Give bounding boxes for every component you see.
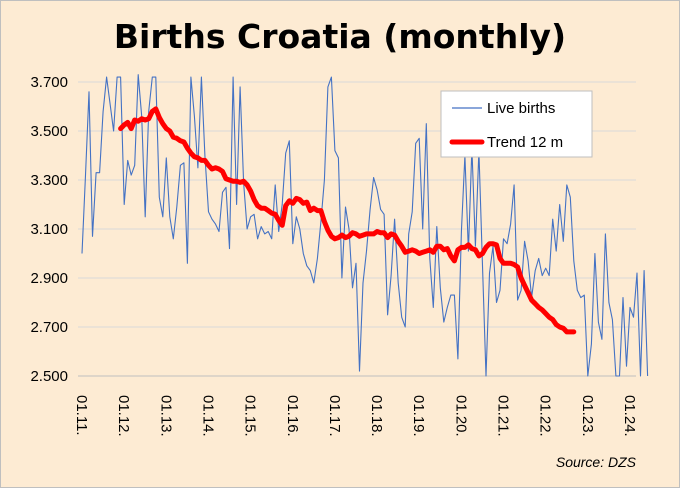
x-tick-label: 01.20. <box>452 395 469 437</box>
live-births-line <box>81 74 649 377</box>
x-tick-label: 01.13. <box>157 395 174 437</box>
x-tick-label: 01.16. <box>284 395 301 437</box>
x-tick-label: 01.22. <box>537 395 554 437</box>
x-tick-label: 01.24. <box>621 395 638 437</box>
x-tick-label: 01.14. <box>199 395 216 437</box>
legend-box <box>440 90 593 158</box>
legend-live-births-label: Live births <box>487 100 555 117</box>
x-tick-label: 01.18. <box>368 395 385 437</box>
y-tick-label: 3.300 <box>30 172 68 189</box>
legend-trend-12m-label: Trend 12 m <box>487 134 563 151</box>
y-tick-label: 2.500 <box>30 368 68 385</box>
source-note: Source: DZS <box>556 454 637 470</box>
legend: Live births Trend 12 m <box>440 90 593 158</box>
x-tick-label: 01.21. <box>495 395 512 437</box>
x-tick-label: 01.19. <box>410 395 427 437</box>
y-tick-label: 3.100 <box>30 221 68 238</box>
x-tick-label: 01.23. <box>579 395 596 437</box>
x-axis-ticks: 01.11. 01.12. 01.13. 01.14. 01.15. 01.16. 01.1… <box>73 395 638 437</box>
chart-title: Births Croatia (monthly) <box>114 17 566 56</box>
x-tick-label: 01.17. <box>326 395 343 437</box>
y-axis-ticks: 2.500 2.700 2.900 3.100 3.300 3.500 3.700 <box>30 74 68 385</box>
y-tick-label: 3.500 <box>30 123 68 140</box>
y-tick-label: 2.900 <box>30 270 68 287</box>
x-tick-label: 01.15. <box>242 395 259 437</box>
x-tick-label: 01.12. <box>115 395 132 437</box>
y-tick-label: 3.700 <box>30 74 68 91</box>
trend-12m-line <box>118 106 577 335</box>
y-tick-label: 2.700 <box>30 319 68 336</box>
x-tick-label: 01.11. <box>73 395 90 436</box>
